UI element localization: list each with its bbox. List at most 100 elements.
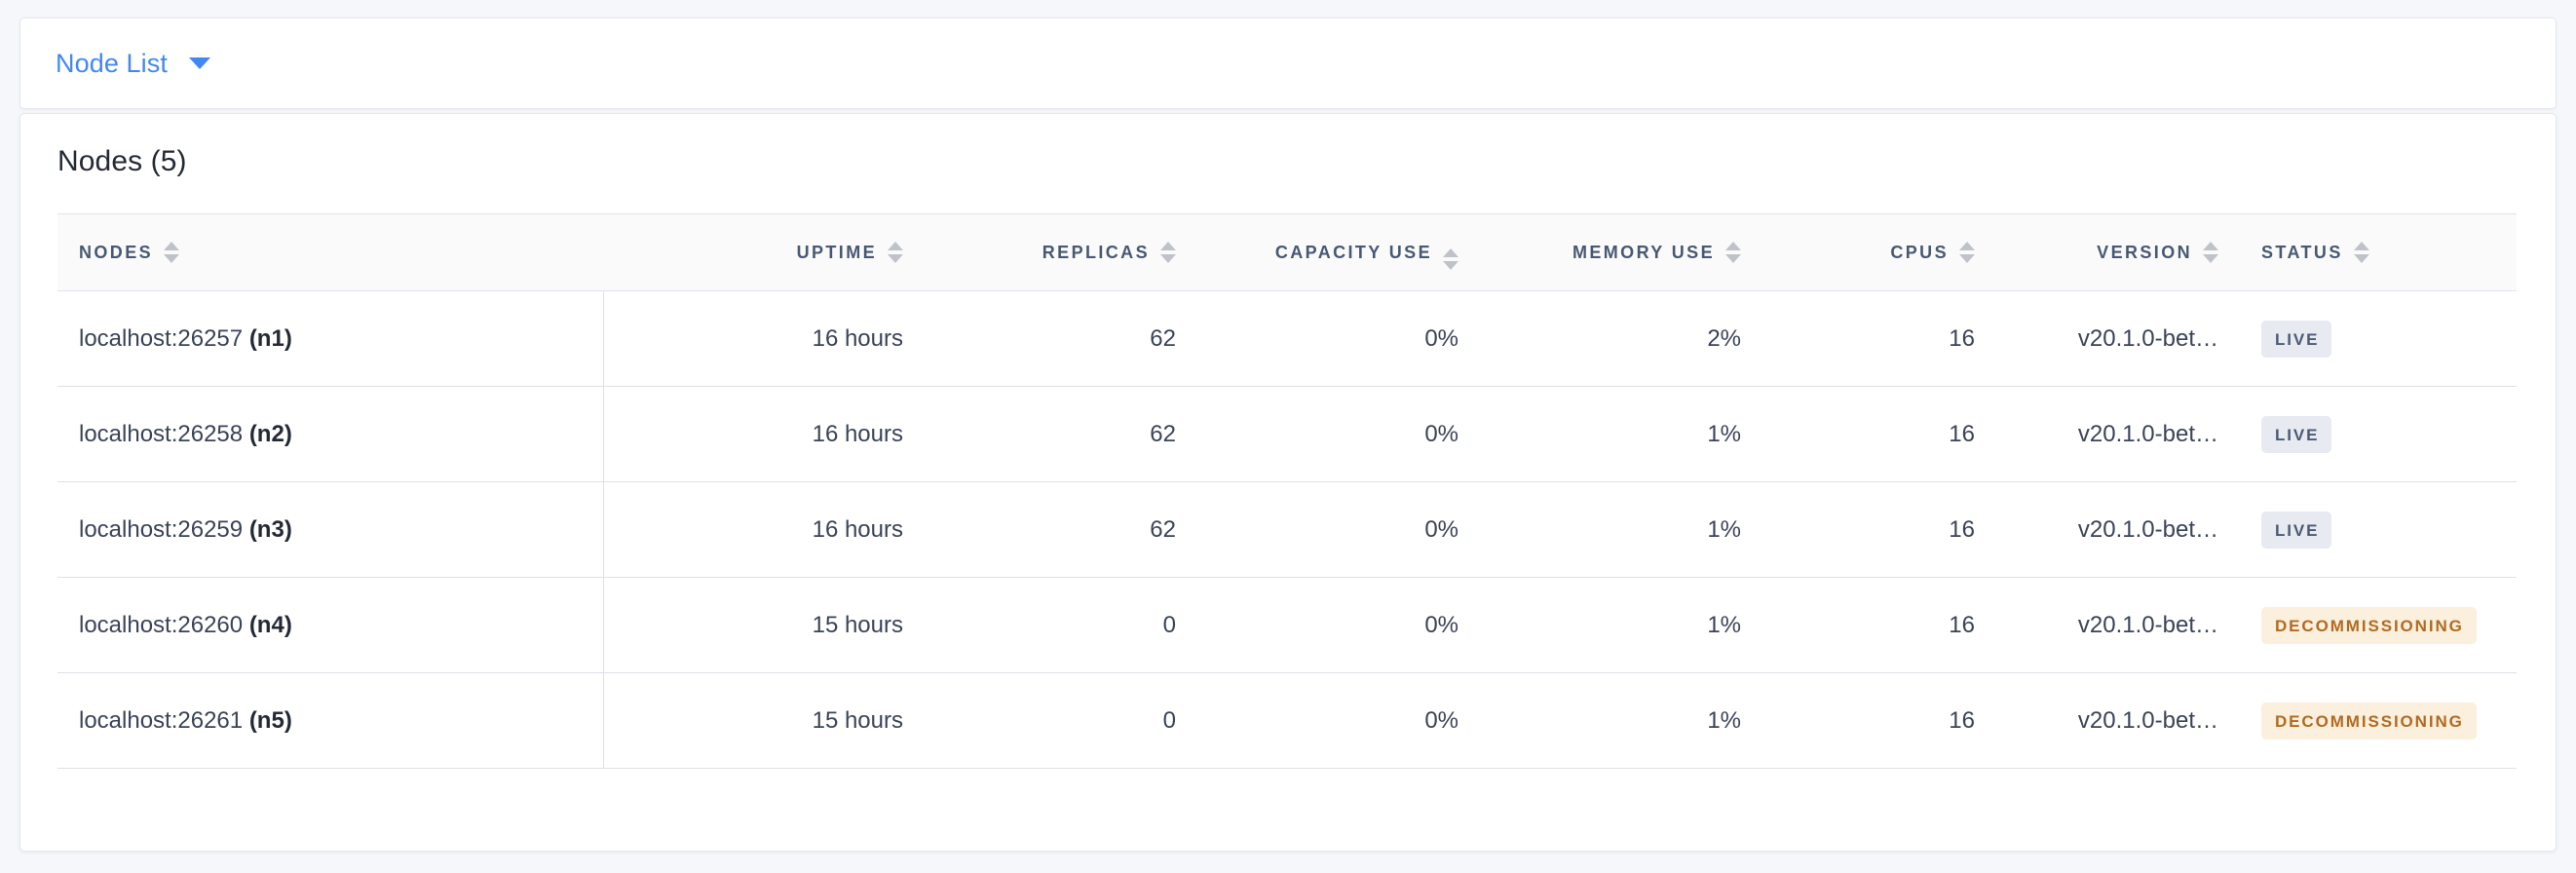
cell-memory-use: 2% [1480, 290, 1762, 387]
cell-uptime: 16 hours [603, 290, 925, 387]
sort-arrows-icon[interactable] [2203, 242, 2218, 263]
column-header-label: MEMORY USE [1572, 242, 1715, 262]
cell-replicas: 0 [925, 672, 1197, 769]
cell-memory-use: 1% [1480, 672, 1762, 769]
sort-arrows-icon[interactable] [1959, 242, 1975, 263]
column-header-uptime[interactable]: UPTIME [603, 213, 925, 291]
version-text: v20.1.0-bet… [2077, 324, 2218, 352]
column-header-label: NODES [79, 242, 154, 262]
version-text: v20.1.0-bet… [2077, 611, 2218, 638]
cell-capacity-use: 0% [1197, 290, 1480, 387]
column-header-label: CAPACITY USE [1274, 242, 1432, 262]
sort-arrows-icon[interactable] [1443, 248, 1458, 270]
table-header: NODES UPTIME REPLICAS [57, 213, 2517, 291]
cell-capacity-use: 0% [1197, 672, 1480, 769]
table-row[interactable]: localhost:26258 (n2) 16 hours 62 0% 1% 16 v20.… [57, 386, 2517, 482]
cell-node[interactable]: localhost:26259 (n3) [57, 481, 604, 578]
column-header-label: CPUS [1890, 242, 1949, 262]
cell-memory-use: 1% [1480, 481, 1762, 578]
column-header-label: STATUS [2261, 242, 2343, 262]
table-row[interactable]: localhost:26260 (n4) 15 hours 0 0% 1% 16 v20.1… [57, 577, 2517, 673]
node-id: (n4) [248, 611, 292, 638]
cell-node[interactable]: localhost:26258 (n2) [57, 386, 604, 482]
node-id: (n5) [248, 706, 292, 734]
cell-capacity-use: 0% [1197, 481, 1480, 578]
node-address: localhost:26261 [79, 706, 244, 734]
node-address: localhost:26257 [79, 324, 244, 352]
cell-cpus: 16 [1762, 481, 1996, 578]
node-list-dropdown-label: Node List [56, 48, 168, 78]
column-header-cpus[interactable]: CPUS [1762, 213, 1996, 291]
cell-version: v20.1.0-bet… [1996, 481, 2240, 578]
status-badge: DECOMMISSIONING [2261, 606, 2477, 644]
cell-status: DECOMMISSIONING [2240, 577, 2517, 673]
cell-uptime: 16 hours [603, 386, 925, 482]
version-text: v20.1.0-bet… [2077, 420, 2218, 447]
cell-uptime: 15 hours [603, 672, 925, 769]
table-row[interactable]: localhost:26259 (n3) 16 hours 62 0% 1% 16 v20.… [57, 481, 2517, 578]
status-badge: LIVE [2261, 415, 2332, 453]
cell-cpus: 16 [1762, 386, 1996, 482]
sort-arrows-icon[interactable] [164, 242, 180, 263]
node-id: (n3) [248, 515, 292, 543]
cell-node[interactable]: localhost:26260 (n4) [57, 577, 604, 673]
table-row[interactable]: localhost:26257 (n1) 16 hours 62 0% 2% 16 v20.… [57, 290, 2517, 387]
column-header-label: VERSION [2097, 242, 2192, 262]
sort-arrows-icon[interactable] [888, 242, 903, 263]
page-title: Nodes (5) [57, 145, 187, 177]
column-header-replicas[interactable]: REPLICAS [925, 213, 1197, 291]
status-badge: LIVE [2261, 320, 2332, 358]
status-badge: LIVE [2261, 511, 2332, 549]
cell-version: v20.1.0-bet… [1996, 386, 2240, 482]
sort-arrows-icon[interactable] [1725, 242, 1741, 263]
cell-status: LIVE [2240, 386, 2517, 482]
cell-capacity-use: 0% [1197, 386, 1480, 482]
cell-version: v20.1.0-bet… [1996, 577, 2240, 673]
nodes-table: NODES UPTIME REPLICAS [57, 213, 2517, 769]
cell-status: DECOMMISSIONING [2240, 672, 2517, 769]
cell-status: LIVE [2240, 481, 2517, 578]
cell-memory-use: 1% [1480, 386, 1762, 482]
cell-uptime: 16 hours [603, 481, 925, 578]
node-id: (n1) [248, 324, 292, 352]
cell-replicas: 62 [925, 386, 1197, 482]
cell-replicas: 0 [925, 577, 1197, 673]
cell-cpus: 16 [1762, 577, 1996, 673]
cell-uptime: 15 hours [603, 577, 925, 673]
cell-capacity-use: 0% [1197, 577, 1480, 673]
table-row[interactable]: localhost:26261 (n5) 15 hours 0 0% 1% 16 v20.1… [57, 672, 2517, 769]
view-selector-bar: Node List [19, 18, 2557, 109]
column-header-memory-use[interactable]: MEMORY USE [1480, 213, 1762, 291]
column-header-status[interactable]: STATUS [2240, 213, 2517, 291]
table-body: localhost:26257 (n1) 16 hours 62 0% 2% 16 v20.… [57, 290, 2517, 769]
chevron-down-icon [188, 57, 210, 69]
cell-node[interactable]: localhost:26261 (n5) [57, 672, 604, 769]
cell-replicas: 62 [925, 481, 1197, 578]
cell-node[interactable]: localhost:26257 (n1) [57, 290, 604, 387]
column-header-capacity-use[interactable]: CAPACITY USE [1197, 213, 1480, 291]
cell-replicas: 62 [925, 290, 1197, 387]
node-id: (n2) [248, 420, 292, 447]
column-header-version[interactable]: VERSION [1996, 213, 2240, 291]
nodes-table-card: Nodes (5) NODES [19, 113, 2557, 852]
cell-cpus: 16 [1762, 290, 1996, 387]
column-header-label: UPTIME [796, 242, 877, 262]
version-text: v20.1.0-bet… [2077, 706, 2218, 734]
sort-arrows-icon[interactable] [2353, 242, 2369, 263]
status-badge: DECOMMISSIONING [2261, 702, 2477, 740]
cell-memory-use: 1% [1480, 577, 1762, 673]
cell-version: v20.1.0-bet… [1996, 672, 2240, 769]
table-header-row: NODES UPTIME REPLICAS [57, 213, 2517, 291]
cell-version: v20.1.0-bet… [1996, 290, 2240, 387]
column-header-label: REPLICAS [1042, 242, 1150, 262]
cell-cpus: 16 [1762, 672, 1996, 769]
node-address: localhost:26259 [79, 515, 244, 543]
sort-arrows-icon[interactable] [1160, 242, 1176, 263]
version-text: v20.1.0-bet… [2077, 515, 2218, 543]
node-address: localhost:26260 [79, 611, 244, 638]
node-list-dropdown[interactable]: Node List [56, 48, 210, 78]
column-header-nodes[interactable]: NODES [57, 213, 603, 291]
node-address: localhost:26258 [79, 420, 244, 447]
cell-status: LIVE [2240, 290, 2517, 387]
